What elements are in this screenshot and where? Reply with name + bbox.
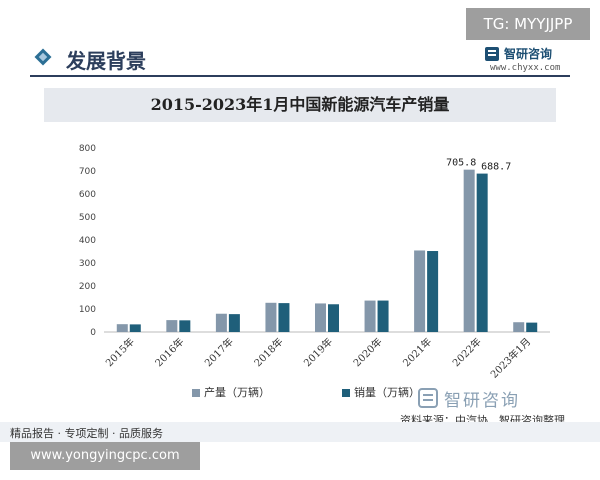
bar-sales [129,324,141,332]
y-tick-label: 800 [79,144,96,154]
source-logo-name: 智研咨询 [444,391,520,411]
bar-production [414,250,426,332]
legend-label-sales: 销量（万辆） [354,386,420,399]
bar-production [215,313,227,332]
bar-production [116,324,128,332]
diamond-icon [34,48,52,66]
x-tick-label: 2017年 [202,335,236,369]
legend-swatch-production [192,389,200,397]
brand-name: 智研咨询 [504,47,553,61]
bar-sales [526,322,538,332]
x-tick-label: 2020年 [350,335,384,369]
bar-chart: 0 100 200 300 400 500 600 700 800 2015年 2016年 2017年… [79,144,550,380]
brand-logo-icon [485,47,499,61]
bar-sales [228,314,240,332]
x-tick-label: 2022年 [450,335,484,369]
brand-url: www.chyxx.com [490,63,561,73]
legend-swatch-sales [342,389,350,397]
y-tick-label: 100 [79,305,96,315]
x-tick-label: 2018年 [251,335,285,369]
footer-text: 精品报告 · 专项定制 · 品质服务 [10,427,163,440]
bar-production [265,302,277,332]
chart-title-band: 2015-2023年1月中国新能源汽车产销量 [44,88,556,122]
bar-sales [278,303,290,332]
bar-sales [179,320,191,332]
x-tick-label: 2016年 [152,335,186,369]
data-label: 705.8 [446,158,476,169]
source-logo: 智研咨询 [418,386,568,411]
telegram-tag: TG: MYYJJPP [466,8,590,40]
legend-label-production: 产量（万辆） [204,386,270,399]
legend-item-sales: 销量（万辆） [342,384,420,400]
y-tick-label: 700 [79,167,96,177]
y-tick-label: 400 [79,236,96,246]
chart-legend: 产量（万辆） 销量（万辆） [0,384,600,402]
bar-sales [377,300,389,332]
website-url: www.yongyingcpc.com [10,442,200,470]
section-divider [30,75,570,77]
bar-production [315,303,326,332]
bar-production [513,322,525,332]
chart-title: 2015-2023年1月中国新能源汽车产销量 [150,95,450,114]
brand-logo: 智研咨询 www.chyxx.com [484,44,584,76]
y-tick-label: 600 [79,190,96,200]
bar-production [463,169,475,332]
x-tick-label: 2023年1月 [488,335,534,380]
legend-item-production: 产量（万辆） [192,384,270,400]
source-logo-icon [418,388,438,408]
bar-production [364,300,376,332]
bar-sales [476,173,488,332]
bar-sales [427,251,439,332]
x-tick-label: 2019年 [301,335,335,369]
footer-band: 精品报告 · 专项定制 · 品质服务 [0,422,600,442]
x-tick-label: 2015年 [103,335,137,369]
bar-sales [328,304,339,332]
section-header: 发展背景 [30,42,570,77]
y-tick-label: 0 [90,328,96,338]
y-tick-label: 200 [79,282,96,292]
bar-production [166,320,178,332]
x-tick-label: 2021年 [400,335,434,369]
section-title: 发展背景 [66,49,146,73]
y-tick-label: 500 [79,213,96,223]
y-tick-label: 300 [79,259,96,269]
data-label: 688.7 [481,162,511,173]
